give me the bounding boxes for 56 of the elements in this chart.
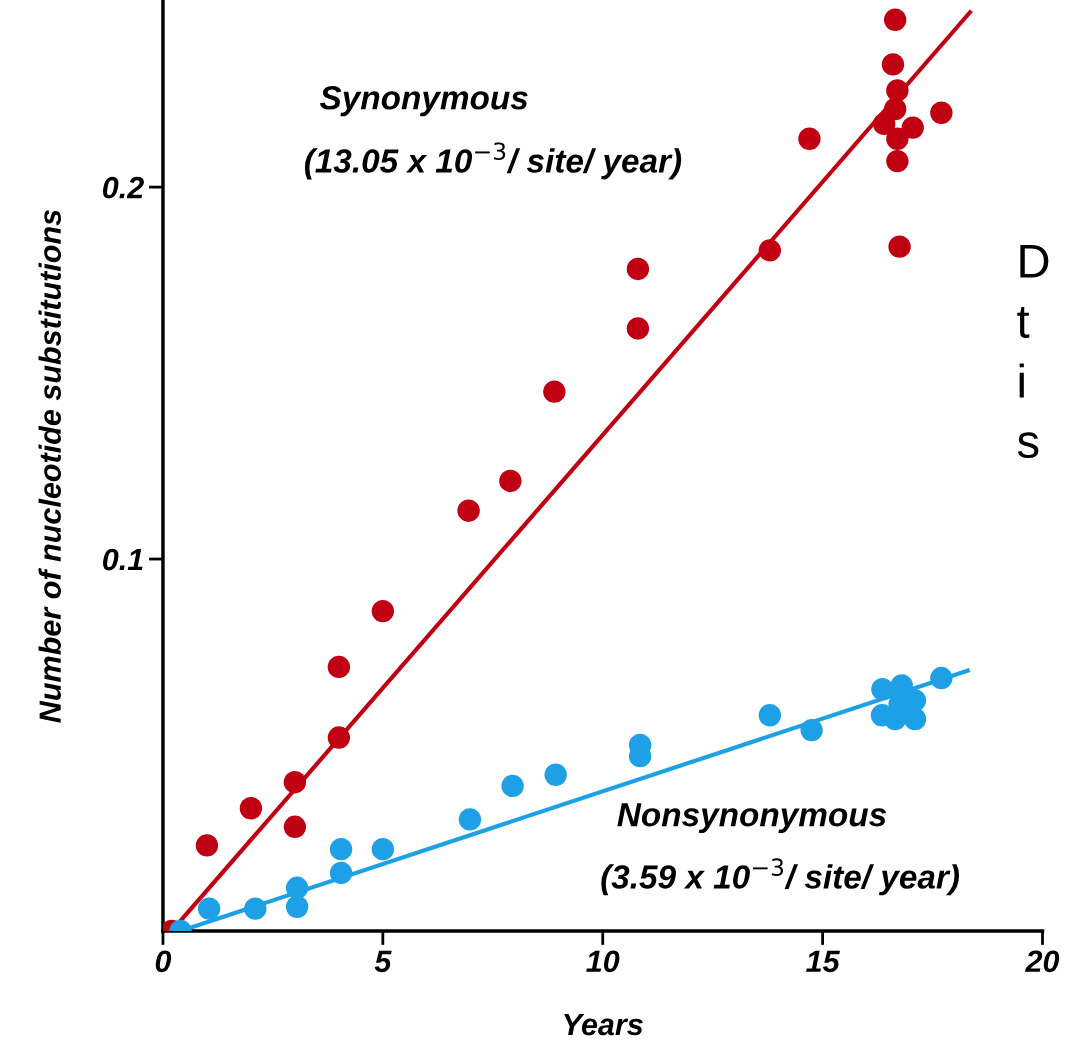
point (800, 718, 823, 742)
point (195, 834, 219, 857)
point (329, 837, 353, 861)
point (499, 469, 522, 493)
point (327, 655, 351, 679)
x-tick-label: 5 (374, 950, 392, 973)
x-tick-label: 15 (806, 950, 840, 973)
point (798, 127, 821, 150)
y-tick-label: 0.2 (103, 176, 144, 199)
point (758, 239, 782, 262)
point (458, 808, 482, 831)
point (872, 112, 896, 136)
point (329, 861, 353, 885)
point (239, 797, 263, 820)
annotation: t (1017, 307, 1030, 338)
point (758, 704, 782, 727)
point (930, 101, 953, 124)
x-tick-label: 10 (586, 950, 620, 973)
point (543, 380, 566, 403)
x-tick-label: 0 (155, 950, 172, 973)
point (371, 837, 395, 861)
point (881, 53, 905, 76)
annotation: Synonymous (319, 85, 528, 117)
point (886, 79, 909, 102)
y-axis-title: Number of nucleotide substitutions (38, 209, 61, 723)
point (283, 815, 307, 839)
y-tick-label: 0.1 (103, 548, 143, 571)
point (283, 770, 307, 794)
annotation: (13.05 x 10$^{−3}$/ site/ year) (304, 142, 682, 180)
point (544, 763, 567, 786)
annotation: i (1019, 363, 1024, 398)
point (197, 897, 221, 920)
annotation: s (1017, 432, 1039, 459)
point (883, 8, 907, 31)
annotation: Nonsynonymous (617, 803, 887, 834)
point (626, 317, 650, 340)
point (285, 895, 309, 918)
annotation: (3.59 x 10$^{−3}$/ site/ year) (601, 858, 960, 896)
point (901, 116, 924, 139)
point (371, 599, 395, 623)
point (501, 774, 524, 798)
point (888, 235, 911, 258)
point (244, 897, 267, 920)
x-axis-title: Years (564, 1014, 643, 1036)
point (327, 726, 351, 749)
x-tick-label: 20 (1025, 950, 1060, 973)
point (886, 149, 909, 173)
point (903, 707, 927, 731)
point (886, 127, 909, 150)
point (285, 876, 309, 900)
point (930, 666, 953, 690)
point (457, 499, 480, 522)
point (871, 678, 894, 701)
point (626, 257, 650, 281)
point (883, 97, 907, 121)
annotation: D (1020, 245, 1049, 278)
